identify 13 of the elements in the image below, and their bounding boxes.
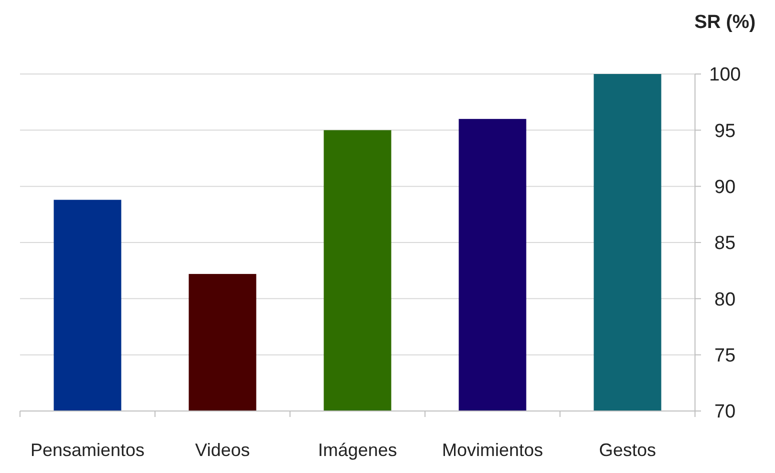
y-tick-label: 75 — [714, 345, 736, 366]
y-tick-label: 85 — [714, 233, 736, 254]
y-axis-title: SR (%) — [694, 12, 756, 33]
y-tick-label: 70 — [714, 402, 736, 423]
x-tick-label: Pensamientos — [30, 440, 145, 460]
y-tick-label: 100 — [709, 64, 741, 86]
y-tick-label: 90 — [714, 176, 736, 198]
x-tick-label: Gestos — [598, 440, 656, 460]
x-tick-label: Movimientos — [442, 440, 544, 460]
y-tick-label: 80 — [714, 289, 736, 310]
x-tick-label: Imágenes — [318, 440, 398, 460]
x-tick-label: Videos — [195, 440, 250, 460]
y-tick-label: 95 — [714, 120, 736, 142]
